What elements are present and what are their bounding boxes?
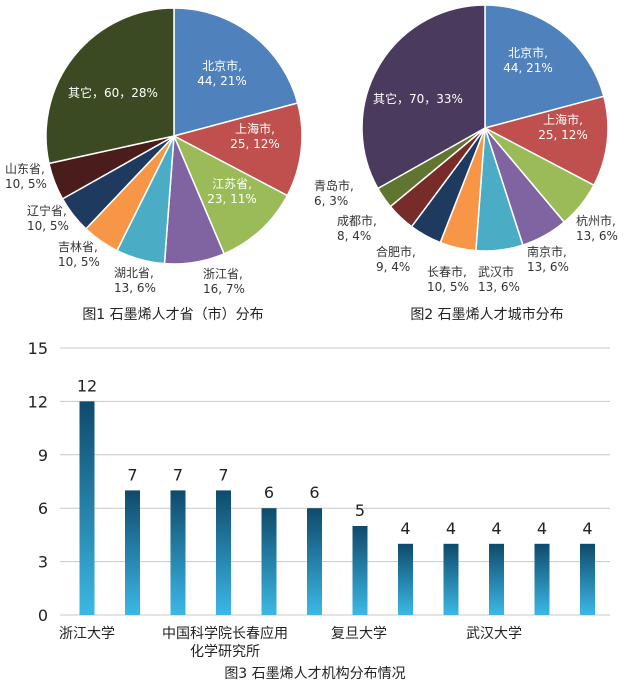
bar xyxy=(216,490,231,615)
bar-value-label: 4 xyxy=(446,519,456,538)
bar xyxy=(534,543,550,615)
pie-label-北京市: 北京市, 44, 21% xyxy=(503,45,553,75)
bar-value-label: 7 xyxy=(173,465,183,484)
pie-label-南京市: 南京市, 13, 6% xyxy=(527,244,569,274)
bar-value-label: 7 xyxy=(218,465,228,484)
bar-value-label: 5 xyxy=(355,501,365,520)
chart1-title: 图1 石墨烯人才省（市）分布 xyxy=(82,306,263,323)
pie-label-吉林省: 吉林省, 10, 5% xyxy=(58,240,100,269)
pie-slice-上海市 xyxy=(482,95,609,187)
pie-slice-江苏省 xyxy=(172,134,289,255)
chart3-title: 图3 石墨烯人才机构分布情况 xyxy=(224,666,405,682)
bar-value-label: 6 xyxy=(309,483,319,502)
pie-slice-北京市 xyxy=(173,7,299,137)
bar xyxy=(307,508,322,615)
pie-label-合肥市: 合肥市, 9, 4% xyxy=(376,244,416,274)
bar-value-label: 6 xyxy=(264,483,274,502)
y-tick-label: 15 xyxy=(28,339,48,358)
y-tick-label: 0 xyxy=(38,606,48,625)
x-axis-label: 浙江大学 xyxy=(59,626,115,642)
pie-chart-cities: 北京市, 44, 21% 上海市, 25, 12% 杭州市, 13, 6%南京市, 13, … xyxy=(314,4,618,294)
pie-label-长春市: 长春市, 10, 5% xyxy=(427,264,469,294)
pie-slice-其它 xyxy=(361,4,486,190)
pie-label-北京市: 北京市, 44, 21% xyxy=(197,58,247,88)
bar-value-label: 4 xyxy=(582,519,592,538)
pie-slice-北京市 xyxy=(484,4,605,129)
bar xyxy=(125,490,140,615)
pie-label-山东省: 山东省, 10, 5% xyxy=(5,162,47,191)
bar xyxy=(261,508,277,615)
bar-value-label: 7 xyxy=(127,465,137,484)
bar-value-label: 4 xyxy=(491,519,501,538)
chart2-title: 图2 石墨烯人才城市分布 xyxy=(410,306,563,323)
pie-slice-上海市 xyxy=(171,102,303,197)
bar xyxy=(443,543,459,615)
x-axis-label: 武汉大学 xyxy=(466,626,522,642)
pie-label-浙江省: 浙江省, 16, 7% xyxy=(203,267,245,296)
bar xyxy=(79,401,95,615)
y-tick-label: 6 xyxy=(38,499,48,518)
bar xyxy=(580,543,595,615)
bar xyxy=(489,543,504,615)
bar xyxy=(170,490,186,615)
pie-label-上海市: 上海市, 25, 12% xyxy=(230,121,280,151)
bar xyxy=(352,526,368,615)
pie-label-湖北省: 湖北省, 13, 6% xyxy=(114,265,156,295)
y-tick-label: 9 xyxy=(38,446,48,465)
y-tick-label: 3 xyxy=(38,553,48,572)
x-axis-label: 中国科学院长春应用化学研究所 xyxy=(162,625,288,660)
pie-label-辽宁省: 辽宁省, 10, 5% xyxy=(27,203,69,233)
bar-value-label: 4 xyxy=(400,519,410,538)
pie-chart-provinces: 北京市, 44, 21% 上海市, 25, 12% 江苏省, 23, 11% 浙江省, 16,… xyxy=(5,7,303,296)
pie-label-其它: 其它，70，33% xyxy=(373,91,463,106)
pie-label-上海市: 上海市, 25, 12% xyxy=(538,112,588,142)
bar xyxy=(398,543,413,615)
pie-label-其它: 其它，60，28% xyxy=(68,85,158,100)
pie-label-杭州市: 杭州市, 13, 6% xyxy=(576,213,618,243)
bar-value-label: 4 xyxy=(537,519,547,538)
pie-slice-其它 xyxy=(45,7,175,165)
pie-label-成都市: 成都市, 8, 4% xyxy=(337,213,377,243)
y-tick-label: 12 xyxy=(28,392,48,411)
x-axis-label: 复旦大学 xyxy=(331,625,387,642)
bar-chart-institutions: 0 3 6 9 12 15 12 7 7 7 6 6 5 4 4 4 4 4 浙江大学 中国科学院长春应用化学研究所 复… xyxy=(28,339,610,660)
pie-label-青岛市: 青岛市, 6, 3% xyxy=(314,178,354,208)
pie-label-江苏省: 江苏省, 23, 11% xyxy=(207,177,257,206)
pie-label-武汉市: 武汉市 13, 6% xyxy=(478,264,520,294)
bar-value-label: 12 xyxy=(77,376,97,395)
